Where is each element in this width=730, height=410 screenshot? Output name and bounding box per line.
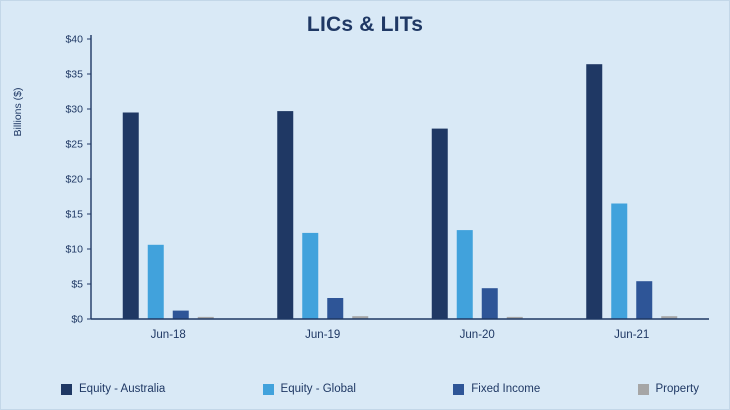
legend-label-property: Property: [655, 383, 699, 395]
bar-fixed-income-jun-19: [327, 298, 344, 319]
y-tick-label: $40: [65, 34, 83, 46]
bar-equity-australia-jun-21: [586, 64, 603, 319]
y-tick-label: $20: [65, 174, 83, 186]
bar-fixed-income-jun-20: [481, 288, 498, 319]
x-category-label: Jun-20: [460, 329, 495, 341]
bar-fixed-income-jun-18: [172, 310, 189, 319]
legend-label-equity-australia: Equity - Australia: [79, 383, 166, 395]
bar-chart-plot: $0 $5 $10 $15 $20 $25 $30 $35 $40 Jun-18 Jun-19 Jun…: [65, 34, 709, 341]
legend-swatch-equity-global: [262, 383, 274, 395]
bar-equity-global-jun-20: [456, 230, 473, 319]
legend-item-fixed-income: Fixed Income: [453, 383, 540, 395]
chart-legend: Equity - Australia Equity - Global Fixed…: [61, 383, 699, 395]
bar-equity-australia-jun-18: [122, 112, 139, 319]
legend-item-equity-global: Equity - Global: [262, 383, 356, 395]
bar-property-jun-19: [352, 316, 369, 319]
y-tick-label: $0: [71, 314, 83, 326]
legend-label-equity-global: Equity - Global: [280, 383, 356, 395]
bar-property-jun-21: [661, 316, 678, 319]
bar-equity-global-jun-18: [147, 244, 164, 319]
y-tick-label: $15: [65, 209, 83, 221]
bar-fixed-income-jun-21: [636, 281, 653, 319]
x-category-label: Jun-18: [151, 329, 186, 341]
bar-equity-australia-jun-20: [431, 128, 448, 319]
legend-label-fixed-income: Fixed Income: [471, 383, 541, 395]
x-category-label: Jun-21: [614, 329, 649, 341]
y-axis-title: Billions ($): [12, 87, 24, 137]
y-tick-label: $35: [65, 69, 83, 81]
chart-title: LICs & LITs: [306, 13, 424, 36]
bar-equity-global-jun-19: [302, 232, 319, 319]
y-tick-label: $5: [71, 279, 83, 291]
legend-item-equity-australia: Equity - Australia: [61, 383, 165, 395]
legend-swatch-equity-australia: [61, 383, 72, 395]
legend-swatch-fixed-income: [453, 383, 465, 395]
y-tick-label: $30: [65, 104, 83, 116]
x-category-label: Jun-19: [305, 329, 340, 341]
bar-equity-australia-jun-19: [277, 111, 294, 319]
legend-item-property: Property: [637, 383, 699, 395]
bar-equity-global-jun-21: [611, 203, 628, 319]
bar-property-jun-18: [197, 316, 214, 319]
legend-swatch-property: [637, 383, 649, 395]
y-tick-label: $10: [65, 244, 83, 256]
bar-property-jun-20: [506, 316, 523, 319]
y-tick-label: $25: [65, 139, 83, 151]
